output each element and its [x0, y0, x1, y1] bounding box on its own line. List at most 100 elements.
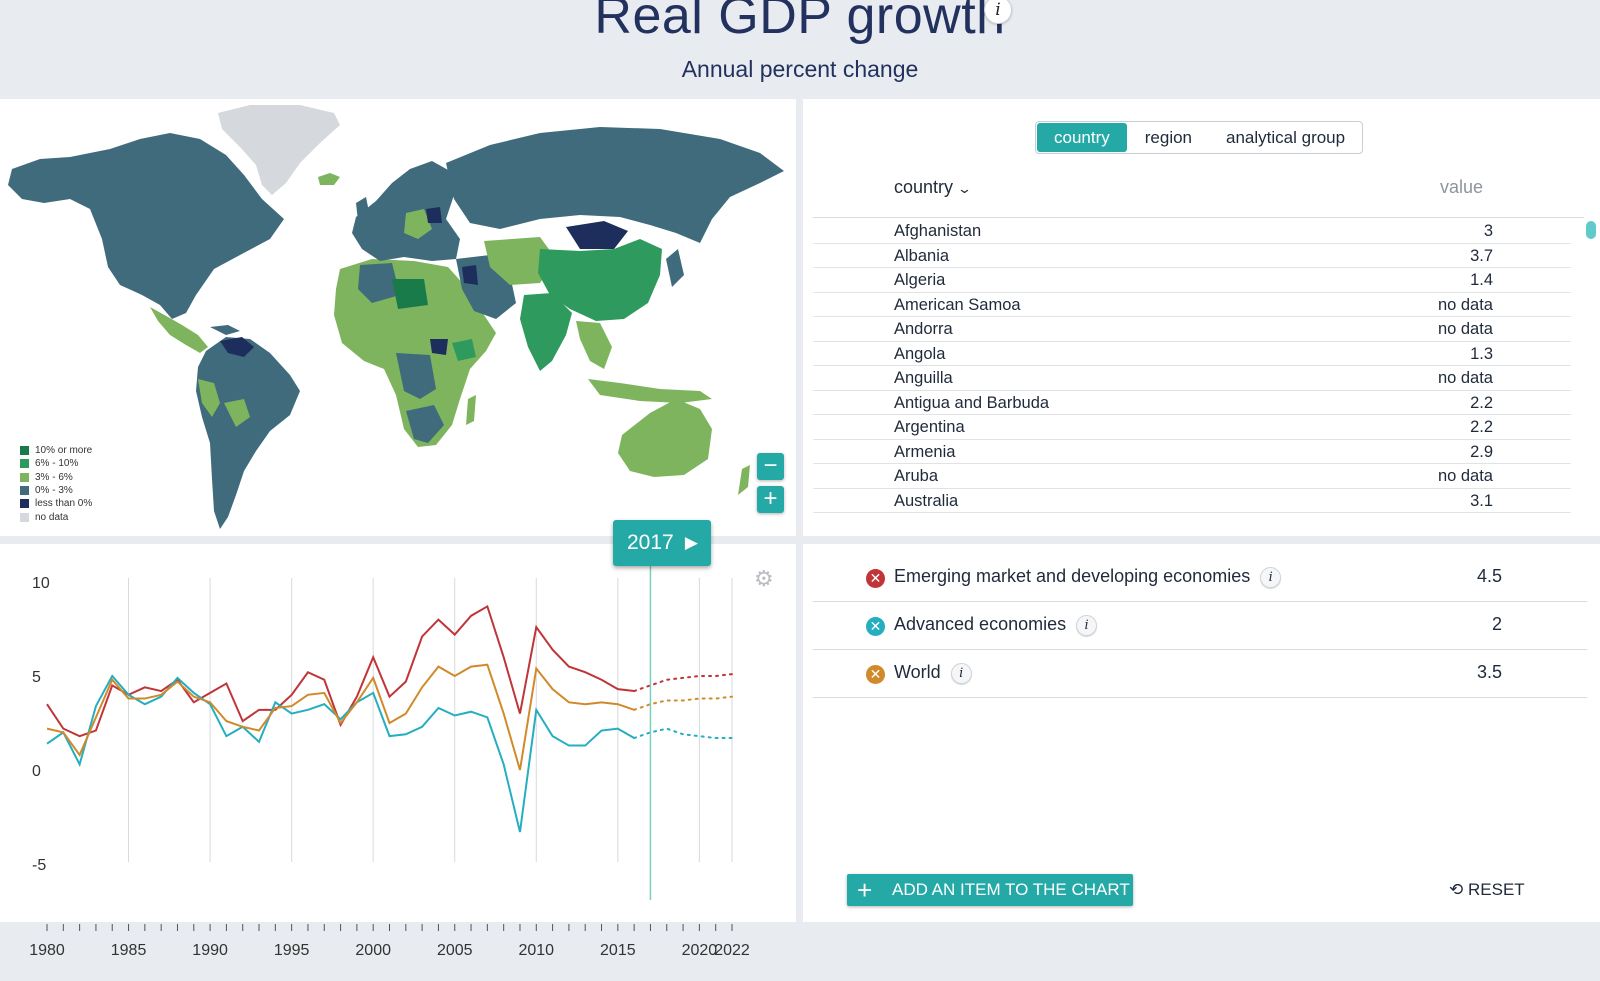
- map-europe-east[interactable]: [404, 209, 432, 239]
- world-map[interactable]: [0, 99, 796, 536]
- map-india[interactable]: [520, 293, 572, 371]
- x-tick-label: 2015: [600, 942, 636, 959]
- map-se-asia[interactable]: [576, 321, 612, 369]
- map-australia[interactable]: [618, 399, 712, 477]
- header-divider: [813, 217, 1584, 218]
- map-iraq-syria[interactable]: [462, 265, 478, 285]
- table-row[interactable]: Anguilla no data: [813, 366, 1571, 391]
- add-item-button[interactable]: + ADD AN ITEM TO THE CHART: [847, 874, 1133, 906]
- country-value: no data: [1437, 369, 1493, 387]
- series-value: 2: [1491, 614, 1502, 634]
- table-row[interactable]: Andorra no data: [813, 317, 1571, 342]
- info-icon[interactable]: i: [984, 0, 1012, 24]
- map-europe[interactable]: [352, 161, 460, 261]
- info-icon[interactable]: i: [1076, 615, 1098, 636]
- legend-item: no data: [20, 510, 92, 523]
- header: Real GDP growth i Annual percent change: [0, 0, 1600, 98]
- legend-item: less than 0%: [20, 497, 92, 510]
- map-belarus[interactable]: [426, 207, 442, 223]
- series-line-1[interactable]: [46, 674, 635, 833]
- reset-button[interactable]: ⟲ RESET: [1449, 880, 1525, 899]
- table-row[interactable]: American Samoa no data: [813, 293, 1571, 317]
- y-tick-label: 10: [32, 575, 50, 592]
- map-libya[interactable]: [392, 279, 428, 309]
- table-row[interactable]: Afghanistan 3: [813, 219, 1571, 244]
- country-name: Argentina: [894, 418, 965, 436]
- zoom-out-button[interactable]: −: [757, 453, 784, 480]
- remove-series-icon[interactable]: ✕: [866, 569, 885, 588]
- map-central-africa[interactable]: [396, 353, 436, 399]
- table-row[interactable]: Algeria 1.4: [813, 268, 1571, 293]
- map-indonesia[interactable]: [588, 379, 712, 403]
- map-south-america[interactable]: [196, 337, 300, 529]
- country-value: no data: [1437, 295, 1493, 314]
- map-southern-africa[interactable]: [406, 405, 444, 443]
- map-madagascar[interactable]: [466, 395, 476, 425]
- year-play-button[interactable]: 2017 ▶: [613, 520, 711, 566]
- column-header-country[interactable]: country ⌄: [894, 177, 973, 197]
- legend-swatch: [20, 446, 29, 456]
- map-japan[interactable]: [666, 249, 684, 287]
- map-new-zealand[interactable]: [738, 465, 750, 495]
- map-russia[interactable]: [446, 127, 784, 243]
- map-south-sudan[interactable]: [430, 339, 448, 355]
- series-forecast-line-1[interactable]: [633, 727, 733, 740]
- map-caribbean[interactable]: [210, 325, 240, 335]
- series-label: World: [894, 662, 941, 682]
- info-icon[interactable]: i: [1260, 567, 1282, 588]
- gear-icon[interactable]: ⚙: [754, 566, 774, 591]
- x-tick-label: 2000: [355, 942, 391, 959]
- table-row[interactable]: Argentina 2.2: [813, 415, 1571, 440]
- map-africa-north[interactable]: [358, 263, 400, 303]
- series-line-0[interactable]: [46, 604, 635, 738]
- country-value: 2.2: [1470, 393, 1493, 412]
- map-venezuela[interactable]: [220, 337, 254, 357]
- table-row[interactable]: Aruba no data: [813, 464, 1571, 489]
- map-legend: 10% or more 6% - 10% 3% - 6% 0% - 3% les…: [20, 444, 92, 524]
- tab-country[interactable]: country: [1037, 123, 1127, 152]
- table-row[interactable]: Albania 3.7: [813, 244, 1571, 268]
- map-africa[interactable]: [334, 259, 496, 447]
- legend-swatch: [20, 512, 29, 522]
- table-row[interactable]: Angola 1.3: [813, 342, 1571, 366]
- map-china[interactable]: [538, 239, 662, 321]
- remove-series-icon[interactable]: ✕: [866, 665, 885, 684]
- column-header-value[interactable]: value: [1439, 177, 1483, 197]
- tab-analytical-group[interactable]: analytical group: [1226, 128, 1346, 147]
- series-line-2[interactable]: [46, 663, 635, 771]
- legend-item: 10% or more: [20, 444, 92, 457]
- map-ethiopia[interactable]: [452, 339, 476, 361]
- map-greenland[interactable]: [218, 105, 340, 195]
- remove-series-icon[interactable]: ✕: [866, 617, 885, 636]
- map-bolivia[interactable]: [224, 399, 250, 427]
- x-tick-label: 2010: [518, 942, 554, 959]
- map-central-america[interactable]: [150, 307, 208, 353]
- series-forecast-line-0[interactable]: [633, 673, 733, 693]
- legend-swatch: [20, 499, 29, 509]
- table-row[interactable]: Australia 3.1: [813, 489, 1571, 513]
- map-north-america[interactable]: [8, 133, 284, 319]
- grouping-tabs: country region analytical group: [1035, 121, 1364, 154]
- info-icon[interactable]: i: [950, 663, 972, 684]
- country-name: Algeria: [894, 271, 946, 289]
- country-name: Australia: [894, 491, 959, 510]
- country-name: Albania: [894, 246, 950, 265]
- table-row[interactable]: Antigua and Barbuda 2.2: [813, 391, 1571, 415]
- country-list[interactable]: Afghanistan 3 Albania 3.7 Algeria 1.4 American…: [813, 219, 1571, 536]
- table-row[interactable]: Armenia 2.9: [813, 440, 1571, 464]
- map-uk[interactable]: [356, 197, 370, 221]
- scrollbar-thumb[interactable]: [1586, 221, 1596, 239]
- gdp-line-chart[interactable]: 10 5 0 -5: [0, 544, 796, 922]
- map-mongolia[interactable]: [566, 221, 628, 249]
- legend-item: 0% - 3%: [20, 484, 92, 497]
- tab-region[interactable]: region: [1144, 128, 1193, 147]
- zoom-in-button[interactable]: +: [757, 486, 784, 513]
- legend-swatch: [20, 459, 29, 469]
- country-value: 3: [1483, 222, 1493, 240]
- series-label: Advanced economies: [894, 614, 1067, 634]
- country-value: 1.3: [1470, 344, 1493, 363]
- series-forecast-line-2[interactable]: [633, 695, 733, 711]
- map-iceland[interactable]: [318, 173, 340, 185]
- map-egypt[interactable]: [428, 275, 456, 305]
- map-peru[interactable]: [198, 379, 220, 417]
